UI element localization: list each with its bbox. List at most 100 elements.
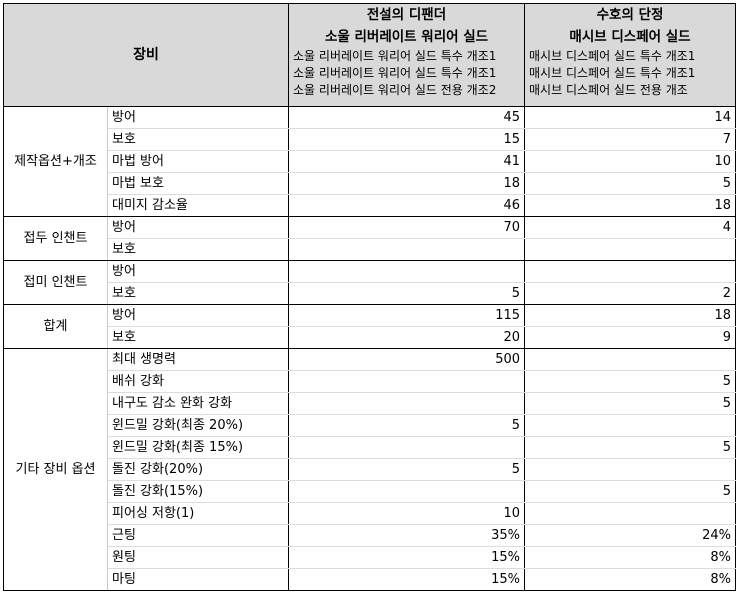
table-row: 대미지 감소율 46 18 xyxy=(4,194,737,217)
table-row: 보호 xyxy=(4,238,737,261)
row-label: 방어 xyxy=(107,216,289,239)
row-label: 방어 xyxy=(107,106,289,129)
value-column-1: 10 xyxy=(288,502,526,525)
value-column-2: 5 xyxy=(524,392,737,415)
table-row: 접두 인챈트 방어 70 4 xyxy=(3,216,737,261)
row-label: 마법 보호 xyxy=(107,172,289,195)
column-1-mod: 소울 리버레이트 워리어 실드 특수 개조1 xyxy=(293,49,497,63)
table-row: 합계 방어 115 18 xyxy=(3,304,737,349)
row-label: 대미지 감소율 xyxy=(107,194,289,217)
table-row: 내구도 감소 완화 강화 5 xyxy=(4,392,737,415)
row-label: 돌진 강화(20%) xyxy=(107,458,289,481)
column-2-title-1: 수호의 단정 xyxy=(596,7,664,23)
row-label: 배쉬 강화 xyxy=(107,370,289,393)
group-label: 제작옵션+개조 xyxy=(3,106,108,217)
row-label: 보호 xyxy=(107,128,289,151)
table-row: 기타 장비 옵션 최대 생명력 500 xyxy=(3,348,737,591)
table-row: 마법 방어 41 10 xyxy=(4,150,737,173)
column-1-mod: 소울 리버레이트 워리어 실드 특수 개조1 xyxy=(293,66,497,80)
table-row: 마팅 15% 8% xyxy=(4,568,737,591)
column-header-2: 수호의 단정 매시브 디스페어 실드 매시브 디스페어 실드 특수 개조1 매시… xyxy=(524,3,737,107)
column-1-mod: 소울 리버레이트 워리어 실드 전용 개조2 xyxy=(293,83,497,97)
value-column-1: 46 xyxy=(288,194,526,217)
value-column-2: 18 xyxy=(524,304,737,327)
row-label: 근팅 xyxy=(107,524,289,547)
value-column-2 xyxy=(524,458,737,481)
row-label: 윈드밀 강화(최종 20%) xyxy=(107,414,289,437)
group-label: 접미 인챈트 xyxy=(3,260,108,305)
value-column-2: 5 xyxy=(524,172,737,195)
group-label: 접두 인챈트 xyxy=(3,216,108,261)
value-column-1 xyxy=(288,260,526,283)
equipment-header: 장비 xyxy=(2,3,290,107)
table-row: 배쉬 강화 5 xyxy=(4,370,737,393)
value-column-1 xyxy=(288,238,526,261)
table-row: 마법 보호 18 5 xyxy=(4,172,737,195)
value-column-2 xyxy=(524,502,737,525)
column-1-title-1: 전설의 디팬더 xyxy=(366,7,447,23)
table-row: 접미 인챈트 방어 xyxy=(3,260,737,305)
header-row: 장비 전설의 디팬더 소울 리버레이트 워리어 실드 소울 리버레이트 워리어 … xyxy=(2,3,737,107)
value-column-2 xyxy=(524,260,737,283)
table-row: 원팅 15% 8% xyxy=(4,546,737,569)
value-column-1: 15% xyxy=(288,546,526,569)
value-column-2 xyxy=(524,414,737,437)
value-column-2: 5 xyxy=(524,480,737,503)
table-row: 윈드밀 강화(최종 20%) 5 xyxy=(4,414,737,437)
table-body: 제작옵션+개조 방어 45 14 보호 15 7 마법 방어 41 10 마법 보호 18 5 대미지 감… xyxy=(3,106,737,591)
row-label: 방어 xyxy=(107,260,289,283)
value-column-2: 24% xyxy=(524,524,737,547)
row-label: 돌진 강화(15%) xyxy=(107,480,289,503)
table-row: 돌진 강화(15%) 5 xyxy=(4,480,737,503)
value-column-1 xyxy=(288,392,526,415)
value-column-1: 115 xyxy=(288,304,526,327)
value-column-1 xyxy=(288,480,526,503)
column-1-title-2: 소울 리버레이트 워리어 실드 xyxy=(324,29,489,45)
column-2-mod: 매시브 디스페어 실드 특수 개조1 xyxy=(529,49,696,63)
value-column-2: 4 xyxy=(524,216,737,239)
value-column-2: 10 xyxy=(524,150,737,173)
row-label: 윈드밀 강화(최종 15%) xyxy=(107,436,289,459)
row-label: 보호 xyxy=(107,282,289,305)
value-column-1: 5 xyxy=(288,458,526,481)
value-column-1: 5 xyxy=(288,282,526,305)
value-column-2 xyxy=(524,238,737,261)
row-label: 방어 xyxy=(107,304,289,327)
row-label: 내구도 감소 완화 강화 xyxy=(107,392,289,415)
row-label: 마법 방어 xyxy=(107,150,289,173)
table-row: 윈드밀 강화(최종 15%) 5 xyxy=(4,436,737,459)
row-label: 보호 xyxy=(107,326,289,349)
row-label: 원팅 xyxy=(107,546,289,569)
table-row: 보호 5 2 xyxy=(4,282,737,305)
value-column-1: 20 xyxy=(288,326,526,349)
row-label: 최대 생명력 xyxy=(107,348,289,371)
table-row: 돌진 강화(20%) 5 xyxy=(4,458,737,481)
value-column-2: 2 xyxy=(524,282,737,305)
value-column-1: 5 xyxy=(288,414,526,437)
column-header-1: 전설의 디팬더 소울 리버레이트 워리어 실드 소울 리버레이트 워리어 실드 … xyxy=(288,3,526,107)
value-column-2: 9 xyxy=(524,326,737,349)
value-column-1: 15% xyxy=(288,568,526,591)
table-row: 근팅 35% 24% xyxy=(4,524,737,547)
value-column-1: 45 xyxy=(288,106,526,129)
value-column-2 xyxy=(524,348,737,371)
value-column-2: 14 xyxy=(524,106,737,129)
equipment-comparison-table: 장비 전설의 디팬더 소울 리버레이트 워리어 실드 소울 리버레이트 워리어 … xyxy=(2,3,737,591)
value-column-2: 8% xyxy=(524,568,737,591)
value-column-2: 8% xyxy=(524,546,737,569)
value-column-2: 5 xyxy=(524,370,737,393)
value-column-1 xyxy=(288,436,526,459)
row-label: 보호 xyxy=(107,238,289,261)
value-column-1: 35% xyxy=(288,524,526,547)
value-column-1: 500 xyxy=(288,348,526,371)
value-column-1: 41 xyxy=(288,150,526,173)
row-label: 피어싱 저항(1) xyxy=(107,502,289,525)
group-label: 기타 장비 옵션 xyxy=(3,348,108,591)
value-column-1 xyxy=(288,370,526,393)
column-2-mod: 매시브 디스페어 실드 전용 개조 xyxy=(529,83,688,97)
value-column-1: 15 xyxy=(288,128,526,151)
value-column-2: 18 xyxy=(524,194,737,217)
table-row: 보호 20 9 xyxy=(4,326,737,349)
value-column-2: 5 xyxy=(524,436,737,459)
group-label: 합계 xyxy=(3,304,108,349)
